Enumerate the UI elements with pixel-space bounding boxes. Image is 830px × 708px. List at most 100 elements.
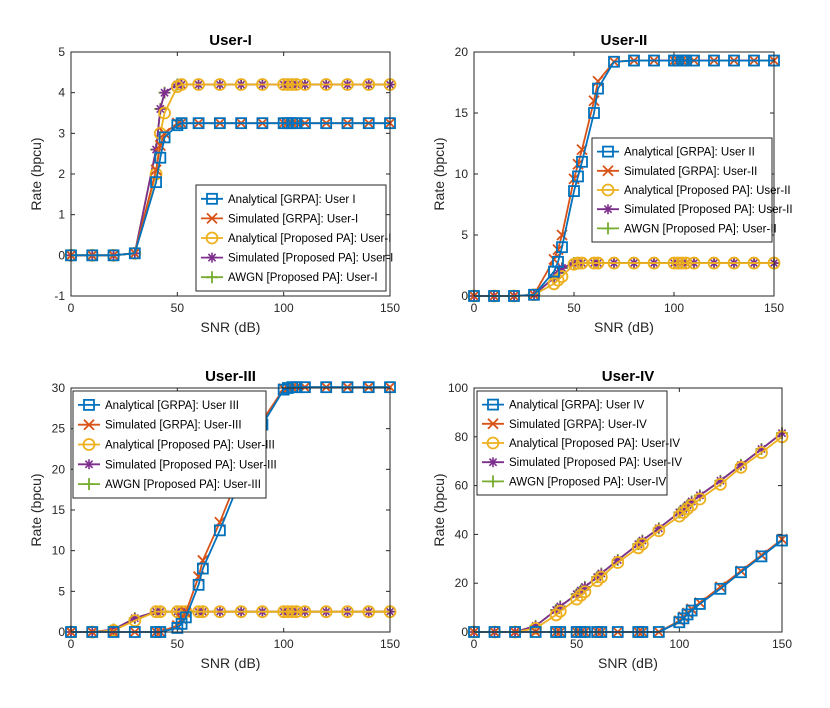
data-point-s4-11 [596, 568, 607, 579]
x-tick-label: 150 [772, 637, 792, 651]
series-line-3 [474, 262, 774, 297]
legend-marker [602, 222, 614, 235]
legend-label: Analytical [Proposed PA]: User-II [624, 185, 791, 197]
chart-panel-3: 0 50 100 150 0 5 10 15 20 25 30 User-III SNR (dB) Rat… [28, 368, 400, 671]
data-point-s1-22 [362, 381, 375, 394]
data-point-s1-23 [748, 54, 760, 67]
data-point-s3-18 [298, 78, 312, 91]
data-point-s2-7 [158, 127, 171, 139]
legend-label: Simulated [GRPA]: User-I [228, 213, 358, 225]
data-point-s3-6 [553, 604, 567, 618]
data-point-s3-22 [362, 605, 376, 619]
data-point-s4-19 [686, 496, 697, 507]
legend: Analytical [GRPA]: User II Simulated [GRP… [591, 137, 793, 243]
y-tick-label: 4 [58, 86, 65, 100]
legend-label: AWGN [Proposed PA]: User-II [624, 223, 777, 235]
data-point-s1-10 [192, 578, 205, 591]
data-point-s1-7 [556, 241, 568, 254]
series-line-3 [71, 610, 390, 633]
legend-label: Analytical [GRPA]: User I [228, 194, 356, 206]
x-tick-label: 0 [471, 637, 478, 651]
y-axis-label: Rate (bpcu) [431, 473, 447, 546]
legend-marker [205, 231, 219, 245]
data-point-s1-20 [688, 54, 700, 67]
data-point-s3-15 [281, 78, 295, 91]
x-tick-label: 150 [764, 301, 784, 315]
y-tick-label: 10 [52, 544, 66, 558]
x-tick-label: 50 [567, 301, 581, 315]
legend-label: Simulated [Proposed PA]: User-III [105, 459, 277, 471]
chart-title: User-III [205, 368, 256, 385]
y-tick-label: 20 [455, 45, 469, 59]
y-tick-label: 1 [58, 208, 65, 222]
data-point-s3-10 [192, 78, 206, 91]
data-point-s4-7 [159, 87, 170, 98]
data-point-s3-23 [747, 256, 761, 270]
data-point-s1-20 [341, 117, 354, 130]
series-line-1 [474, 59, 774, 297]
legend-label: AWGN [Proposed PA]: User-IV [509, 476, 667, 488]
data-point-s3-5 [149, 605, 163, 619]
x-axis-label: SNR (dB) [201, 319, 261, 335]
data-point-s1-12 [592, 82, 604, 95]
legend-item: Simulated [GRPA]: User-IV [482, 418, 647, 431]
data-point-s3-14 [627, 256, 641, 270]
data-point-s3-16 [672, 509, 686, 523]
y-tick-label: 0 [58, 248, 65, 262]
data-point-s1-9 [175, 117, 188, 130]
legend-item: Simulated [GRPA]: User-I [201, 212, 358, 225]
legend-label: Simulated [GRPA]: User-IV [509, 419, 647, 431]
x-tick-label: 50 [171, 637, 185, 651]
data-point-s1-21 [341, 381, 354, 394]
data-point-s3-12 [591, 256, 605, 270]
data-point-s3-11 [594, 570, 608, 584]
legend-item: Analytical [Proposed PA]: User-II [597, 183, 791, 197]
legend-item: Analytical [GRPA]: User IV [482, 398, 645, 412]
y-tick-label: 30 [52, 381, 66, 395]
data-point-s1-18 [299, 117, 311, 130]
data-point-s1-23 [755, 550, 768, 563]
data-point-s3-11 [213, 78, 227, 91]
legend-box [476, 390, 668, 496]
data-point-s3-23 [755, 446, 768, 460]
y-tick-label: -1 [54, 289, 65, 303]
legend-label: AWGN [Proposed PA]: User-III [105, 479, 261, 491]
data-point-s1-15 [648, 54, 660, 67]
data-point-s3-10 [575, 256, 589, 270]
legend-marker [83, 398, 95, 411]
data-point-s3-21 [714, 477, 727, 491]
legend-marker [487, 475, 499, 488]
legend-box [195, 184, 387, 292]
data-point-s1-21 [708, 54, 720, 67]
data-point-s1-10 [576, 155, 588, 168]
data-point-s4-13 [633, 539, 644, 550]
x-axis-label: SNR (dB) [594, 319, 654, 335]
legend-item: Analytical [GRPA]: User III [78, 398, 239, 412]
legend-label: AWGN [Proposed PA]: User-I [228, 272, 378, 284]
x-tick-label: 50 [171, 301, 185, 315]
legend-marker [82, 438, 96, 451]
data-point-s4-16 [674, 507, 685, 518]
legend-marker [206, 212, 218, 225]
x-tick-label: 0 [471, 301, 478, 315]
data-point-s3-17 [290, 78, 303, 91]
data-point-s3-16 [667, 256, 681, 270]
data-point-s1-6 [552, 255, 564, 268]
y-axis-label: Rate (bpcu) [28, 473, 44, 546]
data-point-s4-12 [612, 555, 623, 566]
data-point-s1-20 [320, 381, 333, 394]
data-point-s3-19 [298, 605, 312, 619]
data-point-s3-21 [362, 78, 376, 91]
legend-item: Simulated [Proposed PA]: User-III [78, 459, 277, 471]
data-point-s1-2 [86, 249, 99, 262]
data-point-s3-13 [631, 541, 645, 555]
data-point-s3-8 [574, 589, 588, 602]
data-point-s3-21 [341, 605, 354, 619]
legend-marker [601, 183, 615, 197]
data-point-s3-13 [234, 605, 248, 619]
data-point-s3-22 [727, 256, 741, 270]
data-point-s4-15 [653, 523, 664, 534]
legend-label: Simulated [Proposed PA]: User-I [228, 253, 393, 265]
data-point-s3-18 [290, 605, 303, 619]
